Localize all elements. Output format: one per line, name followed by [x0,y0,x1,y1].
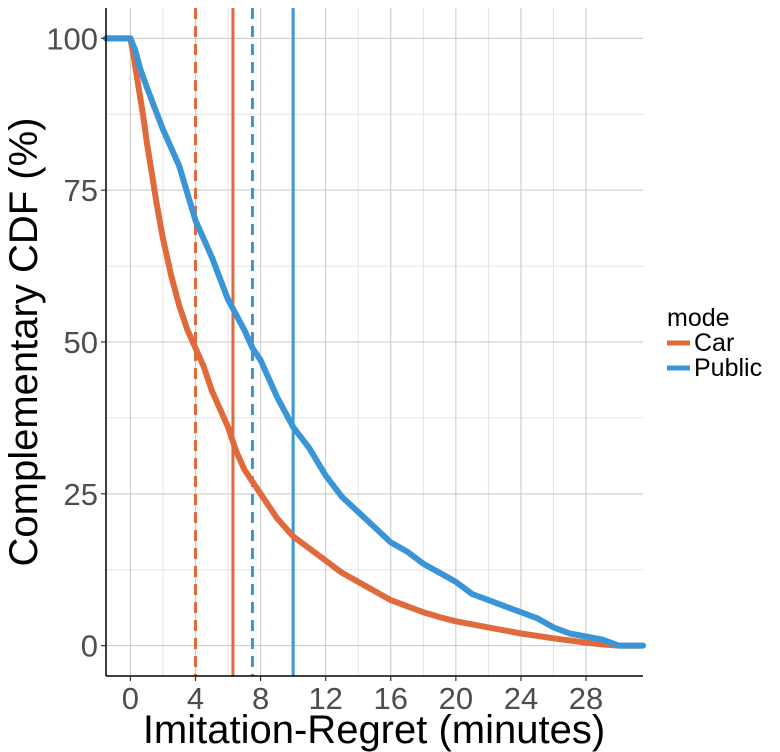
x-tick-label: 0 [122,681,139,716]
y-tick-label: 75 [64,173,98,208]
grid [106,8,643,676]
x-tick-label: 8 [252,681,269,716]
x-axis-title: Imitation-Regret (minutes) [143,708,605,752]
y-tick-label: 0 [81,629,98,664]
x-tick-label: 16 [374,681,408,716]
y-ticks: 0 25 50 75 100 [46,21,106,664]
legend-item-public: Public [667,354,762,382]
y-tick-label: 100 [46,21,98,56]
x-tick-label: 12 [308,681,342,716]
legend-item-car: Car [667,329,734,357]
legend-label-car: Car [694,329,734,357]
x-tick-label: 20 [439,681,473,716]
x-tick-label: 4 [187,681,204,716]
legend-label-public: Public [694,354,762,382]
series-line-public [103,35,646,649]
legend: mode Car Public [667,304,762,382]
x-ticks: 0 4 8 12 16 20 24 28 [122,676,603,716]
series-line-car [103,35,646,649]
x-tick-label: 24 [504,681,538,716]
y-axis-title: Complementary CDF (%) [2,118,46,567]
x-tick-label: 28 [569,681,603,716]
series-lines [103,35,646,649]
legend-title: mode [667,304,730,332]
y-tick-label: 50 [64,325,98,360]
y-tick-label: 25 [64,477,98,512]
